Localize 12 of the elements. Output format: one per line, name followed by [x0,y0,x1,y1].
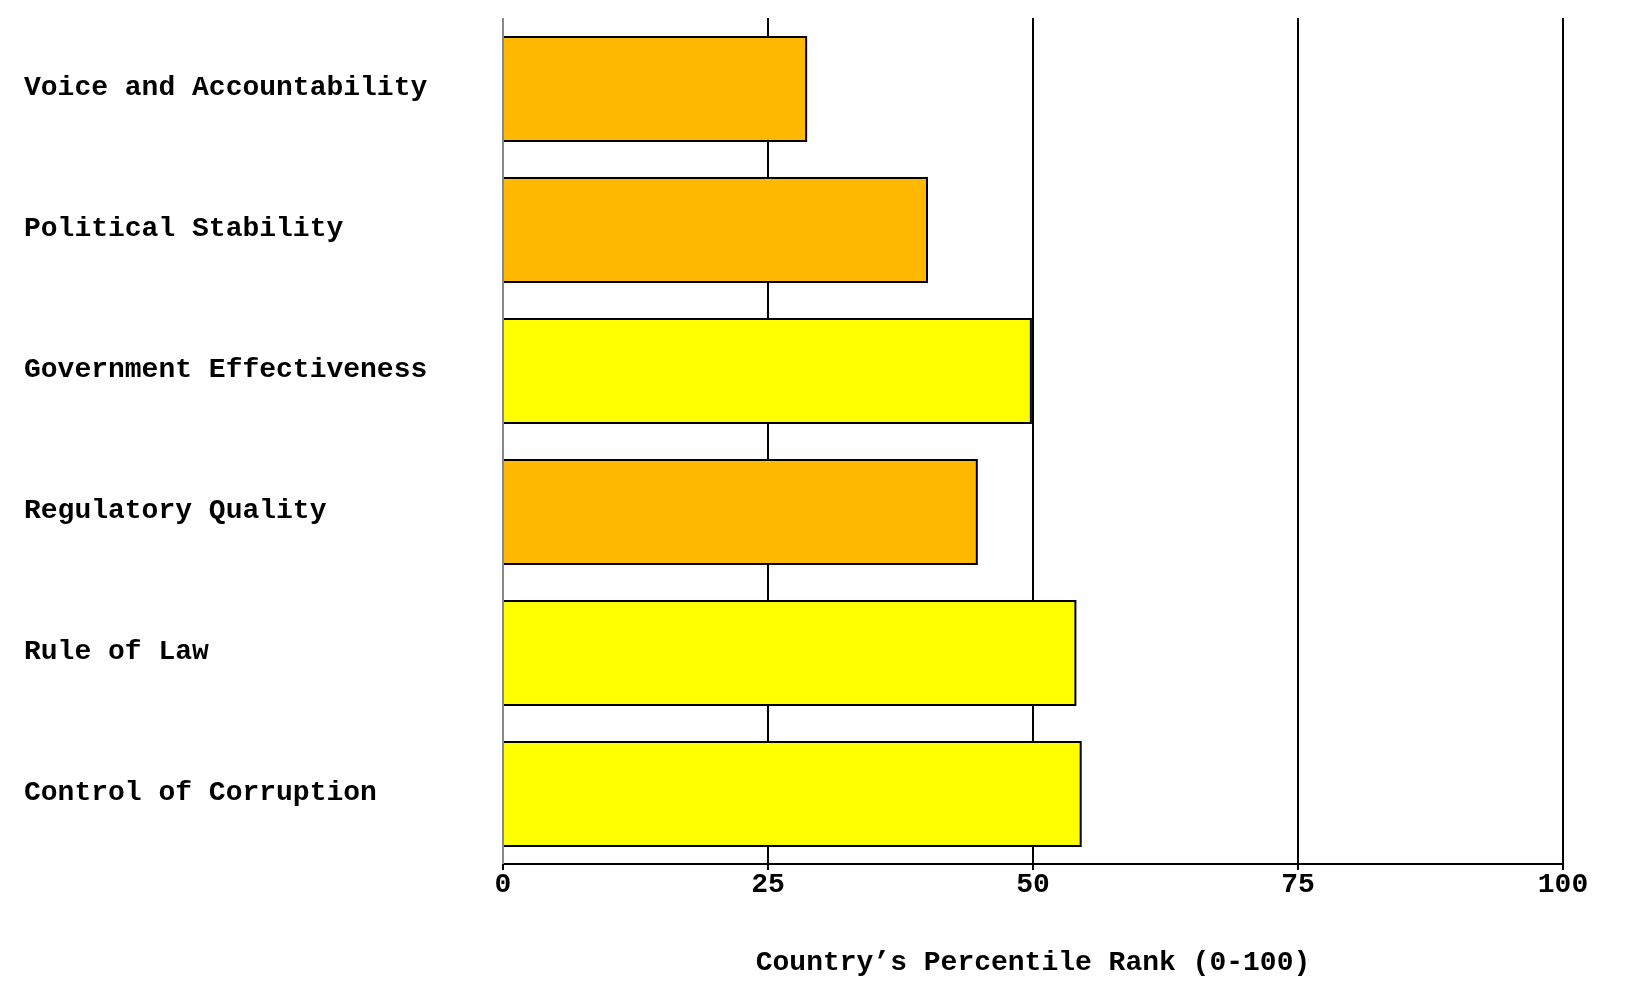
x-tick-label: 25 [751,868,785,900]
y-tick-label: Government Effectiveness [24,353,428,385]
x-tick-label: 100 [1537,868,1589,900]
y-tick-label: Political Stability [24,212,344,244]
y-tick-label: Rule of Law [24,635,210,667]
y-tick-label: Control of Corruption [24,776,377,808]
x-tick-label: 50 [1016,868,1050,900]
y-tick-label: Voice and Accountability [24,71,428,103]
x-tick-label: 75 [1281,868,1315,900]
y-tick-label: Regulatory Quality [24,494,327,526]
x-axis-title: Country’s Percentile Rank (0-100) [755,947,1311,978]
x-tick-label: 0 [494,868,512,900]
